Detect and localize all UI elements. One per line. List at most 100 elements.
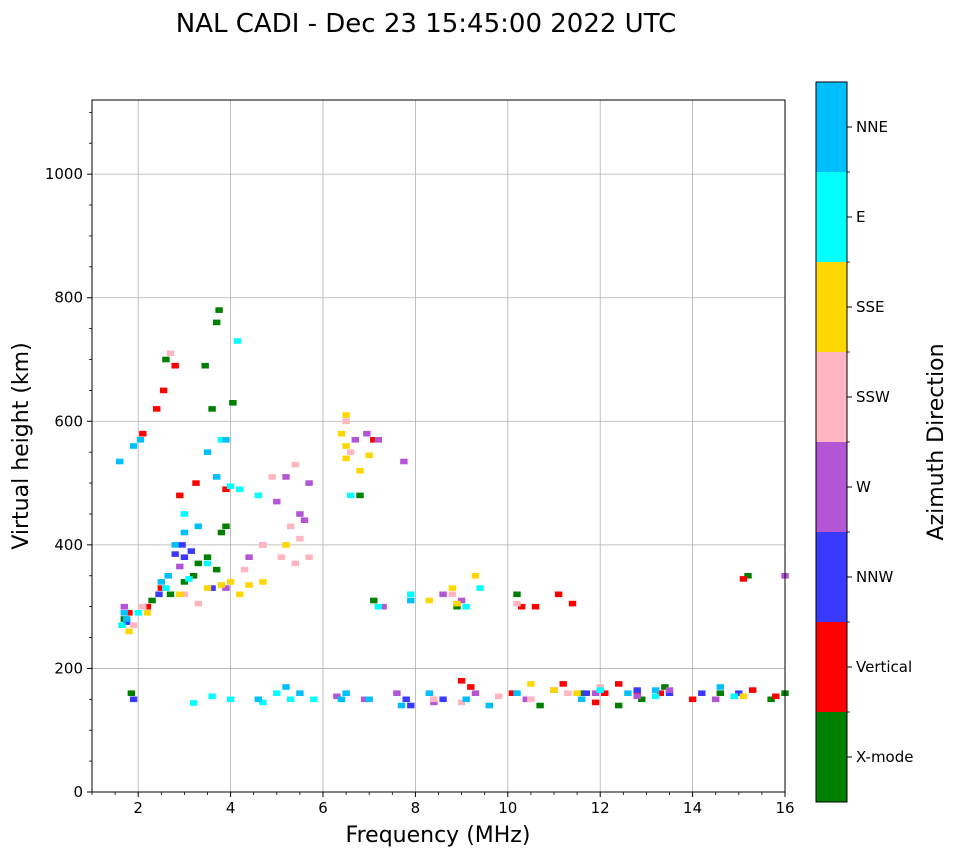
echo-point-sse	[176, 591, 184, 598]
echo-point-vertical	[143, 603, 152, 610]
plot-area: 2 4 6 8 10 12 14 16 0 200 400 600 800 1000	[45, 99, 795, 817]
colorbar-segment-w	[816, 442, 847, 532]
echo-point-e	[287, 696, 295, 703]
echo-point-nne	[157, 579, 165, 585]
echo-point-x-mode	[661, 684, 669, 690]
echo-point-e	[651, 693, 660, 700]
echo-point-w	[374, 437, 383, 443]
echo-point-x-mode	[222, 523, 230, 530]
echo-point-vertical	[568, 600, 577, 607]
echo-point-e	[462, 603, 470, 610]
echo-point-x-mode	[615, 702, 623, 709]
y-tick-label: 200	[54, 659, 83, 677]
x-tick-label: 2	[133, 799, 143, 817]
colorbar-segment-vertical	[816, 622, 847, 712]
echo-point-nne	[222, 437, 230, 443]
echo-point-ssw	[457, 699, 466, 706]
echo-point-ssw	[596, 684, 604, 690]
echo-point-e	[407, 591, 415, 598]
echo-point-nne	[120, 610, 128, 616]
echo-point-e	[730, 693, 738, 700]
echo-point-w	[273, 498, 281, 505]
echo-point-e	[310, 696, 318, 703]
echo-point-nnw	[402, 696, 410, 703]
echo-point-sse	[356, 467, 364, 474]
echo-point-nne	[254, 696, 262, 703]
echo-point-e	[226, 696, 235, 703]
echo-point-nne	[337, 696, 346, 703]
echo-point-sse	[342, 443, 350, 449]
echo-point-x-mode	[536, 702, 544, 709]
echo-point-x-mode	[208, 406, 216, 412]
y-axis-ticks: 0 200 400 600 800 1000	[45, 111, 92, 801]
echo-point-vertical	[559, 681, 567, 687]
colorbar-tick-label: W	[856, 478, 871, 496]
echo-point-x-mode	[513, 591, 521, 598]
echo-point-x-mode	[215, 307, 223, 313]
echo-point-vertical	[508, 690, 517, 696]
echo-point-nnw	[178, 542, 186, 548]
echo-point-sse	[448, 585, 457, 591]
echo-point-x-mode	[189, 573, 198, 579]
echo-point-x-mode	[744, 573, 752, 579]
echo-point-nnw	[208, 585, 216, 591]
echo-point-nnw	[187, 548, 195, 554]
echo-point-nne	[462, 696, 470, 703]
echo-point-ssw	[268, 474, 276, 480]
echo-point-sse	[739, 693, 748, 700]
x-tick-label: 14	[683, 799, 702, 817]
echo-point-w	[393, 690, 401, 696]
echo-point-x-mode	[203, 554, 212, 560]
echo-point-vertical	[615, 681, 623, 687]
echo-point-ssw	[180, 591, 189, 598]
plot-background	[92, 100, 785, 792]
y-tick-label: 0	[73, 783, 83, 801]
x-tick-label: 10	[498, 799, 517, 817]
x-axis-ticks: 2 4 6 8 10 12 14 16	[91, 792, 795, 817]
echo-point-nnw	[123, 619, 131, 625]
echo-point-vertical	[656, 690, 664, 696]
echo-point-e	[118, 622, 126, 628]
echo-point-e	[476, 585, 484, 591]
echo-point-e	[236, 486, 244, 493]
echo-point-vertical	[139, 430, 147, 437]
echo-point-w	[245, 554, 253, 560]
echo-point-nne	[213, 474, 221, 480]
echo-point-sse	[471, 573, 480, 579]
echo-point-nnw	[129, 696, 138, 703]
echo-point-x-mode	[127, 690, 135, 696]
gridlines	[92, 100, 786, 793]
echo-point-nne	[282, 684, 290, 690]
echo-point-nne	[578, 696, 586, 703]
echo-point-vertical	[157, 585, 165, 591]
y-axis-label: Virtual height (km)	[9, 342, 34, 549]
colorbar-segment-ssw	[816, 352, 847, 442]
echo-point-sse	[365, 452, 373, 459]
colorbar-tick-label: X-mode	[856, 748, 913, 766]
echo-point-nne	[194, 523, 202, 530]
echo-point-nne	[342, 690, 350, 696]
echo-point-vertical	[518, 603, 526, 610]
echo-point-sse	[550, 687, 558, 693]
echo-point-ssw	[305, 554, 313, 560]
echo-point-w	[176, 563, 184, 570]
echo-point-w	[282, 474, 290, 480]
echo-point-w	[633, 693, 641, 700]
echo-point-w	[363, 430, 371, 437]
echo-point-nnw	[633, 687, 641, 693]
echo-point-sse	[527, 681, 535, 687]
echo-point-nne	[296, 690, 304, 696]
echo-point-e	[208, 693, 216, 700]
echo-point-vertical	[591, 699, 600, 706]
echo-point-sse	[217, 582, 226, 588]
colorbar-segment-x-mode	[816, 712, 847, 802]
colorbar-tick-label: SSW	[856, 388, 890, 406]
echo-point-ssw	[166, 350, 175, 357]
echo-point-nne	[123, 616, 131, 622]
echo-point-w	[712, 696, 720, 703]
echo-point-e	[226, 483, 235, 489]
echo-point-sse	[125, 628, 133, 635]
echo-point-ssw	[259, 542, 267, 548]
echo-point-sse	[342, 412, 350, 418]
